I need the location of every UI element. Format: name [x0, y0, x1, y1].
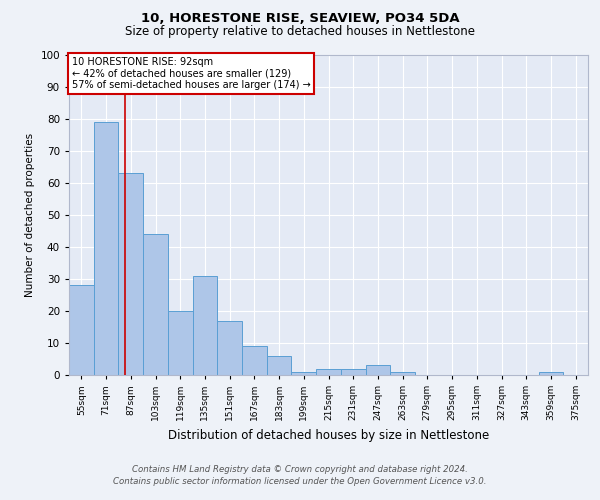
Bar [316, 368, 341, 375]
Bar [94, 122, 118, 375]
Text: Size of property relative to detached houses in Nettlestone: Size of property relative to detached ho… [125, 25, 475, 38]
Bar [341, 368, 365, 375]
Bar [217, 320, 242, 375]
Bar [390, 372, 415, 375]
Text: 10 HORESTONE RISE: 92sqm
← 42% of detached houses are smaller (129)
57% of semi-: 10 HORESTONE RISE: 92sqm ← 42% of detach… [71, 56, 310, 90]
Bar [267, 356, 292, 375]
Text: Contains HM Land Registry data © Crown copyright and database right 2024.: Contains HM Land Registry data © Crown c… [132, 465, 468, 474]
Bar [69, 286, 94, 375]
Bar [193, 276, 217, 375]
Bar [292, 372, 316, 375]
Bar [168, 311, 193, 375]
X-axis label: Distribution of detached houses by size in Nettlestone: Distribution of detached houses by size … [168, 428, 489, 442]
Bar [242, 346, 267, 375]
Text: Contains public sector information licensed under the Open Government Licence v3: Contains public sector information licen… [113, 477, 487, 486]
Y-axis label: Number of detached properties: Number of detached properties [25, 133, 35, 297]
Bar [143, 234, 168, 375]
Bar [365, 366, 390, 375]
Text: 10, HORESTONE RISE, SEAVIEW, PO34 5DA: 10, HORESTONE RISE, SEAVIEW, PO34 5DA [140, 12, 460, 26]
Bar [539, 372, 563, 375]
Bar [118, 174, 143, 375]
